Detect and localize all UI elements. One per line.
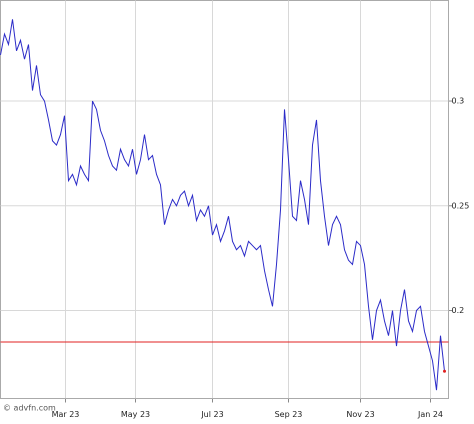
x-tick-label: Jul 23 — [200, 410, 223, 419]
y-tick-label: 0.2 — [452, 306, 465, 315]
y-tick-label: 0.25 — [452, 201, 470, 210]
last-point — [443, 369, 446, 373]
x-tick-label: May 23 — [121, 410, 150, 419]
y-tick-label: 0.3 — [452, 97, 465, 106]
watermark: © advfn.com — [3, 404, 56, 413]
x-tick-label: Nov 23 — [346, 410, 374, 419]
x-tick-label: Sep 23 — [275, 410, 303, 419]
price-line — [0, 19, 445, 391]
x-tick-label: Jan 24 — [417, 410, 443, 419]
x-tick-label: Mar 23 — [52, 410, 80, 419]
plot-frame — [0, 0, 449, 399]
